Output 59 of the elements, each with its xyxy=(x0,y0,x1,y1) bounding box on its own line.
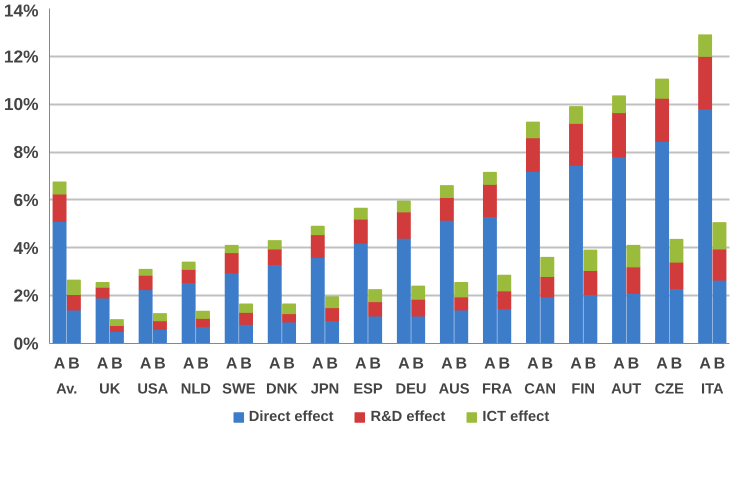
x-tick-label: A xyxy=(226,356,238,372)
x-tick-label: A xyxy=(312,356,324,372)
text: CZE xyxy=(654,382,684,398)
x-tick-label: B xyxy=(68,356,80,372)
x-tick-label: B xyxy=(714,356,726,372)
y-tick-label: 2% xyxy=(13,286,38,306)
x-tick-label: B xyxy=(584,356,596,372)
legend-label: R&D effect xyxy=(370,409,446,425)
x-tick-label: A xyxy=(398,356,410,372)
text: FIN xyxy=(571,382,595,398)
x-tick-label: B xyxy=(670,356,682,372)
x-tick-label: B xyxy=(283,356,295,372)
text: DEU xyxy=(396,382,426,398)
legend-label: Direct effect xyxy=(248,409,334,425)
x-tick-label: A xyxy=(613,356,626,372)
y-tick-label: 0% xyxy=(13,334,38,354)
text: JPN xyxy=(310,382,340,398)
y-tick-label: 6% xyxy=(13,190,38,210)
text: SWE xyxy=(222,382,256,398)
x-tick-label: B xyxy=(111,356,123,372)
text: DNK xyxy=(266,382,298,398)
text: NLD xyxy=(180,382,211,398)
x-tick-label: A xyxy=(182,356,195,372)
text: AUT xyxy=(611,382,642,398)
x-tick-label: B xyxy=(326,356,338,372)
x-tick-label: B xyxy=(542,356,554,372)
text: USA xyxy=(137,382,169,398)
text: ESP xyxy=(353,382,383,398)
x-tick-label: A xyxy=(484,356,496,372)
text: AUS xyxy=(438,382,470,398)
x-tick-label: B xyxy=(240,356,252,372)
x-tick-label: A xyxy=(699,356,712,372)
x-tick-label: B xyxy=(498,356,510,372)
x-tick-label: B xyxy=(197,356,209,372)
y-tick-label: 10% xyxy=(4,94,39,114)
text: Av. xyxy=(56,382,78,398)
y-tick-label: 12% xyxy=(4,46,39,66)
text: ITA xyxy=(701,382,724,398)
legend-label: ICT effect xyxy=(482,409,550,425)
y-tick-label: 8% xyxy=(13,142,38,162)
x-tick-label: A xyxy=(656,356,668,372)
x-tick-label: A xyxy=(441,356,454,372)
x-tick-label: B xyxy=(154,356,166,372)
x-tick-label: A xyxy=(527,356,540,372)
text: CAN xyxy=(524,382,556,398)
x-tick-label: A xyxy=(268,356,281,372)
text: FRA xyxy=(482,382,513,398)
x-tick-label: B xyxy=(369,356,381,372)
x-tick-label: A xyxy=(355,356,368,372)
y-tick-label: 14% xyxy=(4,0,39,20)
y-tick-label: 4% xyxy=(13,238,38,258)
x-tick-label: A xyxy=(570,356,582,372)
x-tick-label: A xyxy=(54,356,66,372)
x-tick-label: A xyxy=(96,356,109,372)
x-tick-label: A xyxy=(140,356,152,372)
text: UK xyxy=(99,382,121,398)
x-tick-label: B xyxy=(455,356,468,372)
x-tick-label: B xyxy=(412,356,424,372)
x-tick-label: B xyxy=(628,356,640,372)
